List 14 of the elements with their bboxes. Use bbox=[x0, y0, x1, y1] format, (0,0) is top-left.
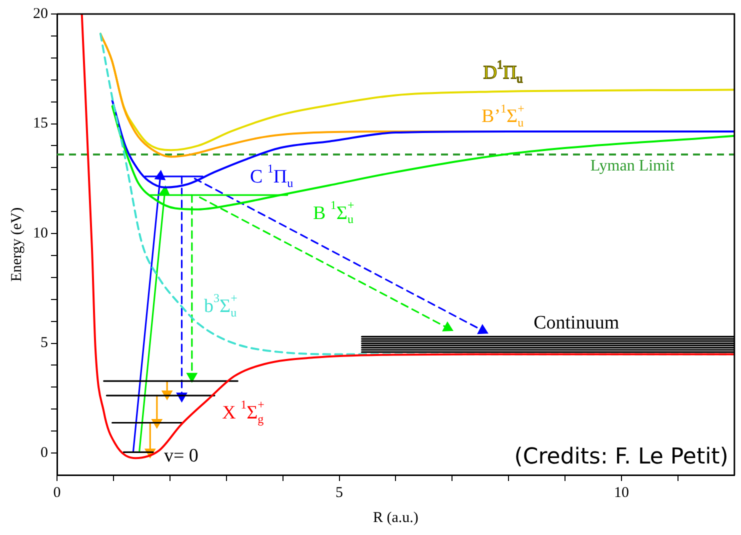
x-tick-label: 0 bbox=[53, 484, 61, 501]
y-tick-label: 15 bbox=[33, 116, 48, 132]
y-tick-label: 0 bbox=[40, 444, 48, 461]
y-tick-label: 10 bbox=[33, 225, 48, 242]
y-axis-title: Energy (eV) bbox=[8, 207, 25, 282]
annotation: (Credits: F. Le Petit) bbox=[514, 444, 728, 470]
annotation: v= 0 bbox=[164, 445, 198, 466]
ref-line-label: Lyman Limit bbox=[590, 158, 675, 175]
y-tick-label: 20 bbox=[33, 6, 48, 22]
x-tick-label: 10 bbox=[614, 484, 629, 501]
annotation: Continuum bbox=[534, 312, 620, 334]
x-tick-label: 5 bbox=[336, 484, 343, 501]
y-tick-label: 5 bbox=[40, 335, 48, 352]
x-axis-title: R (a.u.) bbox=[372, 510, 418, 526]
